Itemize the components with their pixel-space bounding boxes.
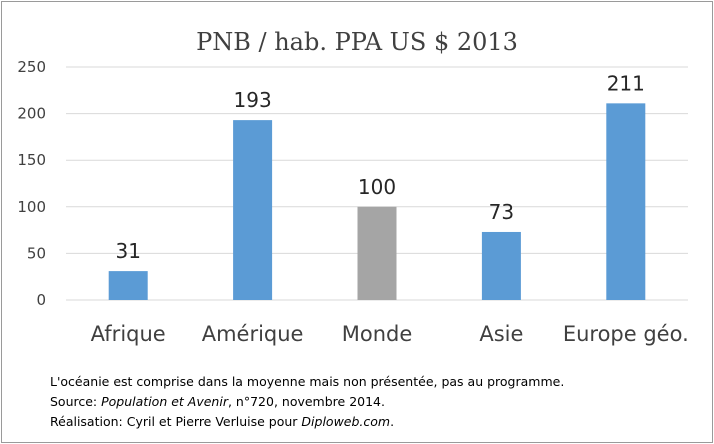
- note-credits: Réalisation: Cyril et Pierre Verluise po…: [50, 412, 564, 432]
- bar: [357, 206, 397, 300]
- data-label: 73: [489, 200, 514, 224]
- data-label: 211: [607, 71, 645, 95]
- chart-notes: L'océanie est comprise dans la moyenne m…: [50, 372, 564, 432]
- data-label: 31: [115, 239, 140, 263]
- note-credits-prefix: Réalisation: Cyril et Pierre Verluise po…: [50, 414, 302, 429]
- note-source-prefix: Source:: [50, 394, 102, 409]
- note-source-publication: Population et Avenir: [101, 394, 228, 409]
- x-category-label: Afrique: [91, 322, 166, 346]
- y-tick-label: 250: [17, 58, 46, 76]
- y-axis-ticks: 0 50 100 150 200 250: [17, 58, 46, 309]
- y-tick-label: 0: [36, 291, 46, 309]
- x-axis-categories: Afrique Amérique Monde Asie Europe géo.: [91, 322, 689, 346]
- chart-title: PNB / hab. PPA US $ 2013: [196, 28, 518, 56]
- data-label: 193: [234, 88, 272, 112]
- y-tick-label: 150: [17, 151, 46, 169]
- bars: [108, 103, 646, 301]
- bar: [233, 120, 273, 301]
- note-credits-suffix: .: [390, 414, 395, 429]
- y-tick-label: 100: [17, 198, 46, 216]
- x-category-label: Monde: [342, 322, 413, 346]
- data-label: 100: [358, 175, 396, 199]
- note-oceania: L'océanie est comprise dans la moyenne m…: [50, 374, 565, 389]
- y-tick-label: 200: [17, 105, 46, 123]
- note-source: Source: Population et Avenir, n°720, nov…: [50, 392, 564, 412]
- x-category-label: Amérique: [202, 322, 304, 346]
- x-category-label: Europe géo.: [563, 322, 689, 346]
- bar: [481, 231, 521, 300]
- bar: [606, 103, 646, 301]
- note-source-suffix: , n°720, novembre 2014.: [227, 394, 385, 409]
- data-labels: 31 193 100 73 211: [115, 71, 644, 263]
- note-credits-site: Diploweb.com: [301, 414, 391, 429]
- y-tick-label: 50: [27, 244, 46, 262]
- bar: [108, 271, 148, 300]
- x-category-label: Asie: [479, 322, 523, 346]
